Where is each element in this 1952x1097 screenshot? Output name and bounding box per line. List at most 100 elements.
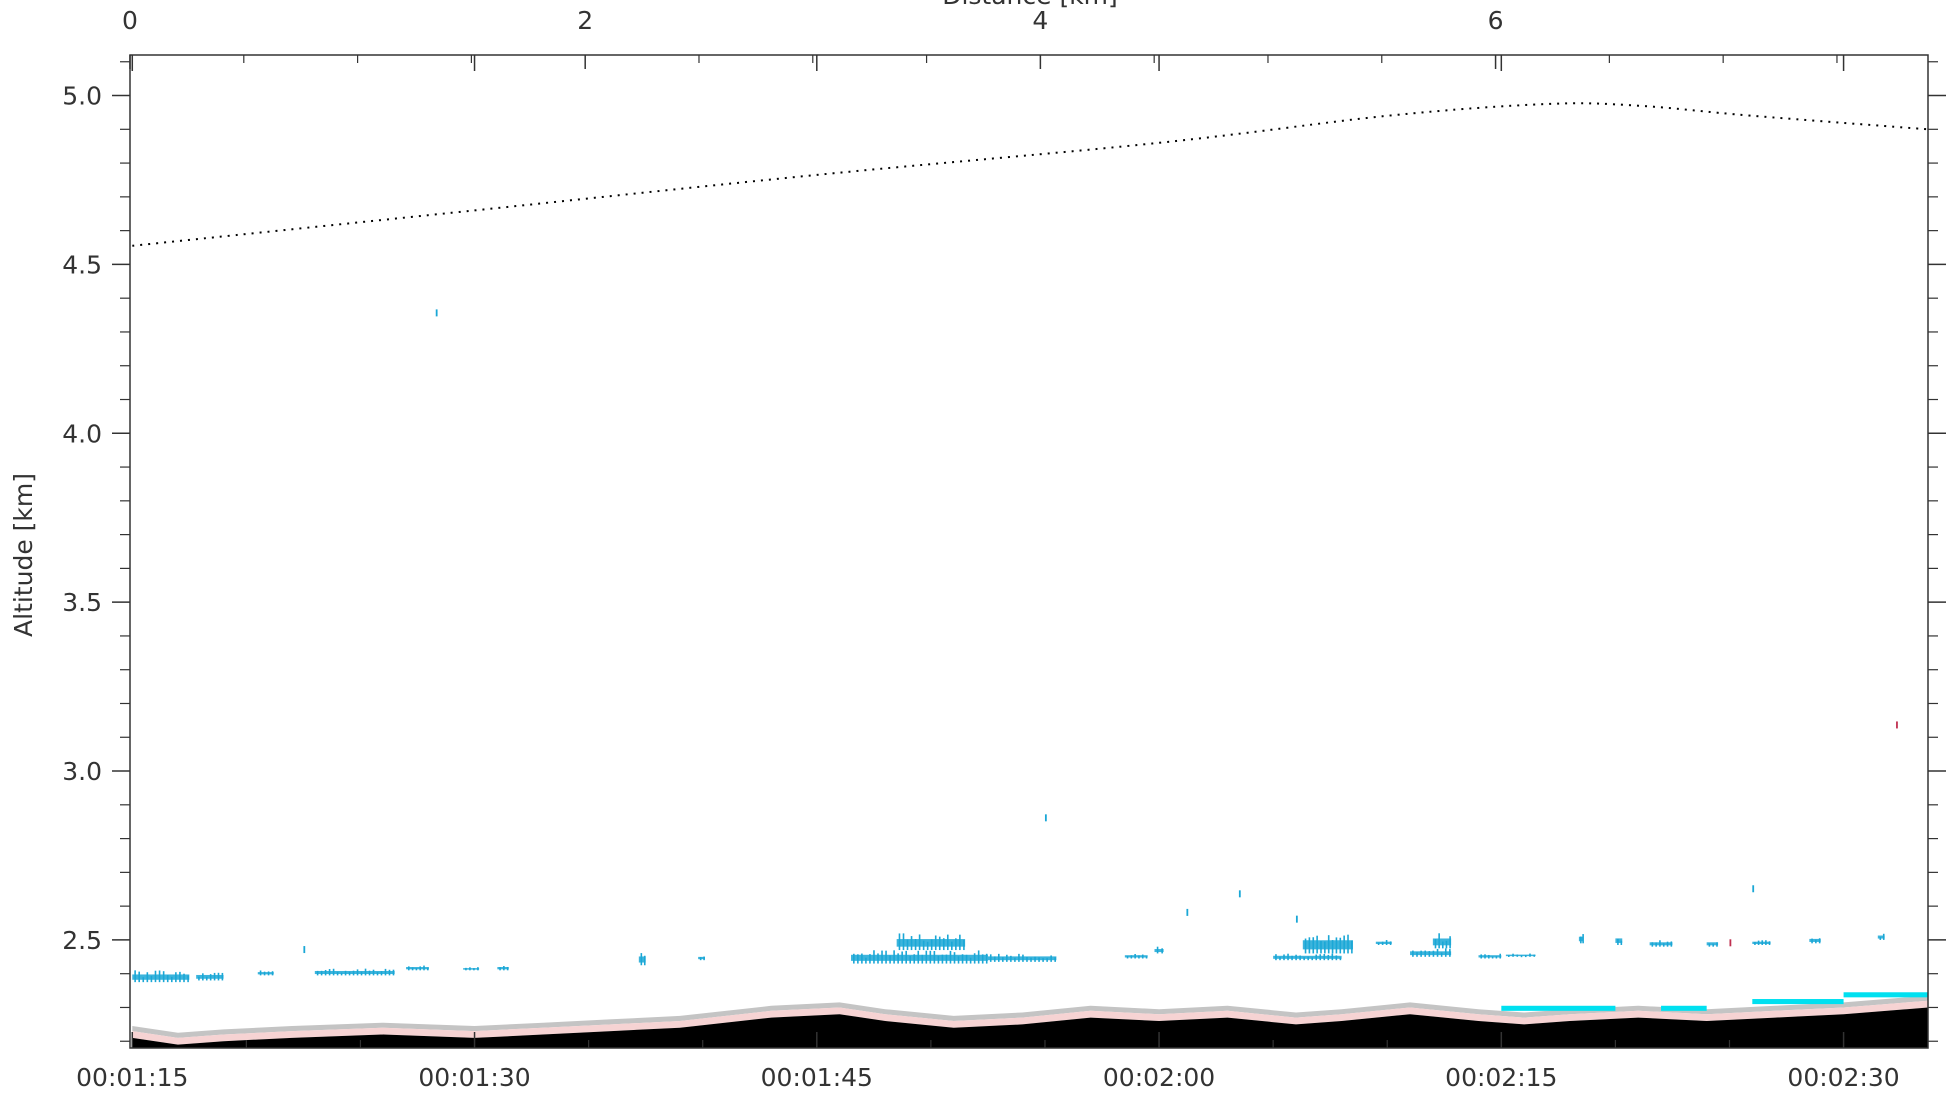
cloud-streak (1141, 954, 1144, 959)
near-surface-layer (132, 995, 1928, 1038)
cloud-streak (1484, 954, 1486, 959)
cloud-patch-core (1478, 955, 1502, 958)
cloud-streak (1449, 936, 1451, 949)
cloud-patch-core (1615, 938, 1623, 943)
cloud-patch (1432, 933, 1452, 949)
cloud-streak (1385, 940, 1388, 945)
cloud-streak (1335, 955, 1338, 961)
cloud-streak (877, 953, 879, 964)
cloud-patch-core (1154, 949, 1164, 953)
cloud-streak (1010, 955, 1012, 962)
cloud-streak (1651, 942, 1654, 947)
cloud-streak (1499, 953, 1502, 959)
cloud-streak (1291, 955, 1293, 961)
x2-tick-label: 2 (577, 6, 593, 35)
cloud-streak (1488, 954, 1490, 959)
cloud-patch (1578, 934, 1584, 944)
cloud-streak (340, 972, 343, 976)
cloud-streak (1507, 954, 1510, 957)
cloud-streak (643, 955, 646, 966)
x2-tick-label: 4 (1032, 6, 1048, 35)
cloud-patch-core (1124, 955, 1148, 958)
cloud-streak (1416, 952, 1418, 957)
cloud-streak (933, 951, 936, 964)
cloud-streak (955, 938, 957, 951)
cloud-streak (1138, 955, 1140, 959)
cloud-streak (1440, 952, 1443, 957)
cloud-streak (918, 934, 921, 951)
cloud-streak (981, 954, 984, 964)
cloud-echoes (132, 309, 1898, 983)
cloud-streak (925, 950, 928, 964)
cloud-streak (889, 955, 891, 964)
cloud-streak (953, 952, 956, 964)
cloud-streak (499, 967, 501, 971)
cloud-streak (1046, 958, 1048, 962)
cloud-streak (1161, 948, 1163, 954)
cloud-streak (1042, 958, 1044, 962)
cloud-streak (1444, 948, 1447, 957)
cloud-streak (1030, 957, 1032, 962)
cloud-streak (411, 967, 414, 971)
cloud-patch (314, 968, 395, 976)
cloud-streak (1312, 937, 1315, 954)
cloud-streak (316, 970, 319, 976)
cloud-streak (906, 939, 909, 951)
cloud-streak (1347, 934, 1349, 954)
cloud-streak (1002, 957, 1004, 962)
cloud-streak (221, 972, 224, 981)
cloud-streak (1765, 940, 1767, 945)
cloud-streak (1757, 940, 1760, 945)
cloud-streak (263, 971, 266, 976)
cloud-streak (1038, 957, 1040, 962)
cloud-patch (497, 966, 509, 971)
top-axis-title: Distance [km] (942, 0, 1118, 10)
cloud-streak (469, 967, 471, 971)
cloud-patch (896, 933, 966, 951)
cloud-streak (946, 934, 949, 951)
cloud-streak (861, 953, 863, 964)
cloud-streak (969, 957, 972, 964)
cloud-streak (951, 941, 953, 951)
cloud-speck (303, 946, 306, 954)
x-tick-label: 00:01:30 (418, 1063, 530, 1092)
cloud-streak (473, 968, 475, 971)
cloud-speck (1186, 908, 1189, 916)
cloud-streak (1339, 937, 1342, 954)
cloud-streak (352, 970, 355, 976)
cloud-streak (1716, 942, 1718, 947)
cloud-patch (463, 967, 480, 971)
cloud-patch-core (1809, 938, 1821, 942)
cloud-streak (1126, 955, 1129, 959)
cloud-streak (380, 971, 383, 976)
cloud-streak (1299, 955, 1301, 961)
surface-cyan-segment (1752, 999, 1844, 1005)
cloud-streak (1420, 950, 1422, 957)
cloud-streak (1303, 957, 1305, 961)
cloud-speck (435, 309, 438, 317)
cloud-streak (415, 968, 418, 971)
cloud-streak (1512, 953, 1514, 957)
cloud-streak (910, 936, 913, 951)
cloud-streak (1659, 940, 1661, 947)
cloud-streak (1323, 953, 1326, 961)
cloud-streak (885, 950, 887, 964)
cloud-streak (376, 972, 379, 976)
cloud-streak (477, 967, 479, 971)
cloud-streak (901, 951, 903, 964)
cloud-streak (997, 953, 1000, 962)
cloud-streak (388, 969, 391, 976)
cloud-patch (1649, 940, 1673, 947)
cloud-patch (987, 953, 1057, 962)
cloud-streak (259, 970, 262, 976)
cloud-streak (392, 969, 395, 976)
x2-tick-label: 6 (1488, 6, 1504, 35)
cloud-streak (1434, 939, 1437, 949)
cloud-streak (1445, 940, 1448, 949)
flight-altitude-path (132, 102, 1929, 247)
cloud-streak (929, 950, 932, 964)
cloud-streak (1316, 935, 1318, 954)
cloud-streak (869, 954, 871, 964)
cloud-streak (198, 976, 200, 981)
